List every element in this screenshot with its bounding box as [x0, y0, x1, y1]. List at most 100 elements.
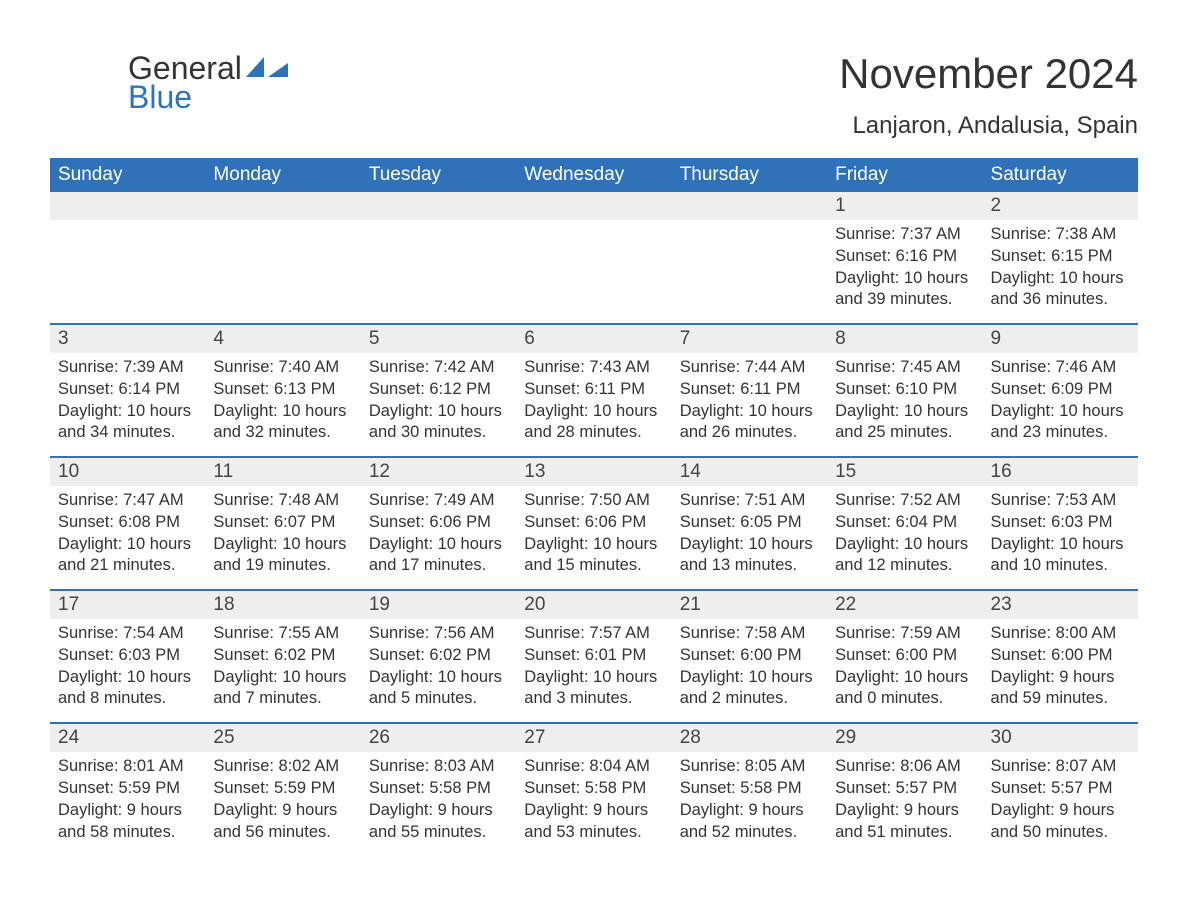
- day-number: 13: [516, 458, 671, 486]
- daylight-line: Daylight: 10 hours and 7 minutes.: [213, 667, 352, 711]
- sunset-line: Sunset: 5:57 PM: [991, 778, 1130, 800]
- sunrise-line: Sunrise: 7:45 AM: [835, 357, 974, 379]
- day-details: Sunrise: 7:44 AMSunset: 6:11 PMDaylight:…: [672, 353, 827, 444]
- daylight-line: Daylight: 9 hours and 56 minutes.: [213, 800, 352, 844]
- brand-logo: General Blue: [50, 50, 212, 120]
- sunset-line: Sunset: 6:00 PM: [991, 645, 1130, 667]
- sunset-line: Sunset: 6:14 PM: [58, 379, 197, 401]
- calendar-day-empty: [50, 192, 205, 323]
- sunrise-line: Sunrise: 7:58 AM: [680, 623, 819, 645]
- day-details: Sunrise: 7:49 AMSunset: 6:06 PMDaylight:…: [361, 486, 516, 577]
- sunset-line: Sunset: 6:06 PM: [524, 512, 663, 534]
- weekday-label: Sunday: [50, 158, 205, 192]
- daylight-line: Daylight: 10 hours and 36 minutes.: [991, 268, 1130, 312]
- calendar-day: 26Sunrise: 8:03 AMSunset: 5:58 PMDayligh…: [361, 724, 516, 855]
- day-details: Sunrise: 7:40 AMSunset: 6:13 PMDaylight:…: [205, 353, 360, 444]
- calendar: SundayMondayTuesdayWednesdayThursdayFrid…: [50, 158, 1138, 855]
- sunrise-line: Sunrise: 7:52 AM: [835, 490, 974, 512]
- daylight-line: Daylight: 10 hours and 19 minutes.: [213, 534, 352, 578]
- calendar-day: 10Sunrise: 7:47 AMSunset: 6:08 PMDayligh…: [50, 458, 205, 589]
- day-details: Sunrise: 8:05 AMSunset: 5:58 PMDaylight:…: [672, 752, 827, 843]
- daylight-line: Daylight: 9 hours and 53 minutes.: [524, 800, 663, 844]
- calendar-week: 17Sunrise: 7:54 AMSunset: 6:03 PMDayligh…: [50, 589, 1138, 722]
- daylight-line: Daylight: 9 hours and 51 minutes.: [835, 800, 974, 844]
- day-details: Sunrise: 7:37 AMSunset: 6:16 PMDaylight:…: [827, 220, 982, 311]
- day-details: Sunrise: 8:06 AMSunset: 5:57 PMDaylight:…: [827, 752, 982, 843]
- day-number: 25: [205, 724, 360, 752]
- day-details: Sunrise: 7:48 AMSunset: 6:07 PMDaylight:…: [205, 486, 360, 577]
- sunset-line: Sunset: 6:00 PM: [680, 645, 819, 667]
- sunset-line: Sunset: 6:13 PM: [213, 379, 352, 401]
- day-number: [50, 192, 205, 220]
- daylight-line: Daylight: 10 hours and 0 minutes.: [835, 667, 974, 711]
- day-number: 3: [50, 325, 205, 353]
- calendar-day: 18Sunrise: 7:55 AMSunset: 6:02 PMDayligh…: [205, 591, 360, 722]
- daylight-line: Daylight: 10 hours and 32 minutes.: [213, 401, 352, 445]
- sunrise-line: Sunrise: 7:43 AM: [524, 357, 663, 379]
- sunrise-line: Sunrise: 7:56 AM: [369, 623, 508, 645]
- day-number: 29: [827, 724, 982, 752]
- day-details: Sunrise: 7:58 AMSunset: 6:00 PMDaylight:…: [672, 619, 827, 710]
- calendar-day: 5Sunrise: 7:42 AMSunset: 6:12 PMDaylight…: [361, 325, 516, 456]
- sunset-line: Sunset: 6:02 PM: [213, 645, 352, 667]
- calendar-week: 10Sunrise: 7:47 AMSunset: 6:08 PMDayligh…: [50, 456, 1138, 589]
- sunrise-line: Sunrise: 8:03 AM: [369, 756, 508, 778]
- day-number: 5: [361, 325, 516, 353]
- day-details: Sunrise: 7:53 AMSunset: 6:03 PMDaylight:…: [983, 486, 1138, 577]
- sunrise-line: Sunrise: 8:05 AM: [680, 756, 819, 778]
- day-number: 19: [361, 591, 516, 619]
- day-number: 11: [205, 458, 360, 486]
- sunset-line: Sunset: 5:58 PM: [524, 778, 663, 800]
- daylight-line: Daylight: 9 hours and 52 minutes.: [680, 800, 819, 844]
- sunset-line: Sunset: 5:57 PM: [835, 778, 974, 800]
- calendar-day: 7Sunrise: 7:44 AMSunset: 6:11 PMDaylight…: [672, 325, 827, 456]
- sunset-line: Sunset: 6:04 PM: [835, 512, 974, 534]
- calendar-day: 19Sunrise: 7:56 AMSunset: 6:02 PMDayligh…: [361, 591, 516, 722]
- calendar-day: 24Sunrise: 8:01 AMSunset: 5:59 PMDayligh…: [50, 724, 205, 855]
- sunrise-line: Sunrise: 8:06 AM: [835, 756, 974, 778]
- title-block: November 2024 Lanjaron, Andalusia, Spain: [839, 50, 1138, 140]
- sunrise-line: Sunrise: 8:02 AM: [213, 756, 352, 778]
- daylight-line: Daylight: 9 hours and 55 minutes.: [369, 800, 508, 844]
- day-number: [361, 192, 516, 220]
- daylight-line: Daylight: 10 hours and 34 minutes.: [58, 401, 197, 445]
- sunrise-line: Sunrise: 8:01 AM: [58, 756, 197, 778]
- day-details: Sunrise: 7:51 AMSunset: 6:05 PMDaylight:…: [672, 486, 827, 577]
- daylight-line: Daylight: 10 hours and 15 minutes.: [524, 534, 663, 578]
- sunset-line: Sunset: 6:11 PM: [524, 379, 663, 401]
- sunset-line: Sunset: 5:59 PM: [213, 778, 352, 800]
- day-details: Sunrise: 7:50 AMSunset: 6:06 PMDaylight:…: [516, 486, 671, 577]
- day-details: Sunrise: 8:02 AMSunset: 5:59 PMDaylight:…: [205, 752, 360, 843]
- day-number: 18: [205, 591, 360, 619]
- sunrise-line: Sunrise: 7:47 AM: [58, 490, 197, 512]
- calendar-day: 4Sunrise: 7:40 AMSunset: 6:13 PMDaylight…: [205, 325, 360, 456]
- day-details: Sunrise: 8:03 AMSunset: 5:58 PMDaylight:…: [361, 752, 516, 843]
- sunrise-line: Sunrise: 7:49 AM: [369, 490, 508, 512]
- sunset-line: Sunset: 5:58 PM: [680, 778, 819, 800]
- daylight-line: Daylight: 10 hours and 25 minutes.: [835, 401, 974, 445]
- sunrise-line: Sunrise: 8:04 AM: [524, 756, 663, 778]
- day-details: Sunrise: 8:04 AMSunset: 5:58 PMDaylight:…: [516, 752, 671, 843]
- sunrise-line: Sunrise: 7:48 AM: [213, 490, 352, 512]
- daylight-line: Daylight: 10 hours and 2 minutes.: [680, 667, 819, 711]
- weekday-label: Friday: [827, 158, 982, 192]
- daylight-line: Daylight: 10 hours and 39 minutes.: [835, 268, 974, 312]
- calendar-day: 14Sunrise: 7:51 AMSunset: 6:05 PMDayligh…: [672, 458, 827, 589]
- calendar-day: 15Sunrise: 7:52 AMSunset: 6:04 PMDayligh…: [827, 458, 982, 589]
- day-details: Sunrise: 7:56 AMSunset: 6:02 PMDaylight:…: [361, 619, 516, 710]
- day-number: [205, 192, 360, 220]
- daylight-line: Daylight: 10 hours and 28 minutes.: [524, 401, 663, 445]
- calendar-day: 8Sunrise: 7:45 AMSunset: 6:10 PMDaylight…: [827, 325, 982, 456]
- day-number: 1: [827, 192, 982, 220]
- daylight-line: Daylight: 9 hours and 59 minutes.: [991, 667, 1130, 711]
- day-number: 21: [672, 591, 827, 619]
- day-details: Sunrise: 7:59 AMSunset: 6:00 PMDaylight:…: [827, 619, 982, 710]
- day-details: Sunrise: 7:55 AMSunset: 6:02 PMDaylight:…: [205, 619, 360, 710]
- calendar-day-empty: [205, 192, 360, 323]
- sunrise-line: Sunrise: 7:57 AM: [524, 623, 663, 645]
- calendar-day: 25Sunrise: 8:02 AMSunset: 5:59 PMDayligh…: [205, 724, 360, 855]
- sunrise-line: Sunrise: 7:59 AM: [835, 623, 974, 645]
- weekday-label: Monday: [205, 158, 360, 192]
- calendar-day: 2Sunrise: 7:38 AMSunset: 6:15 PMDaylight…: [983, 192, 1138, 323]
- sunset-line: Sunset: 6:03 PM: [58, 645, 197, 667]
